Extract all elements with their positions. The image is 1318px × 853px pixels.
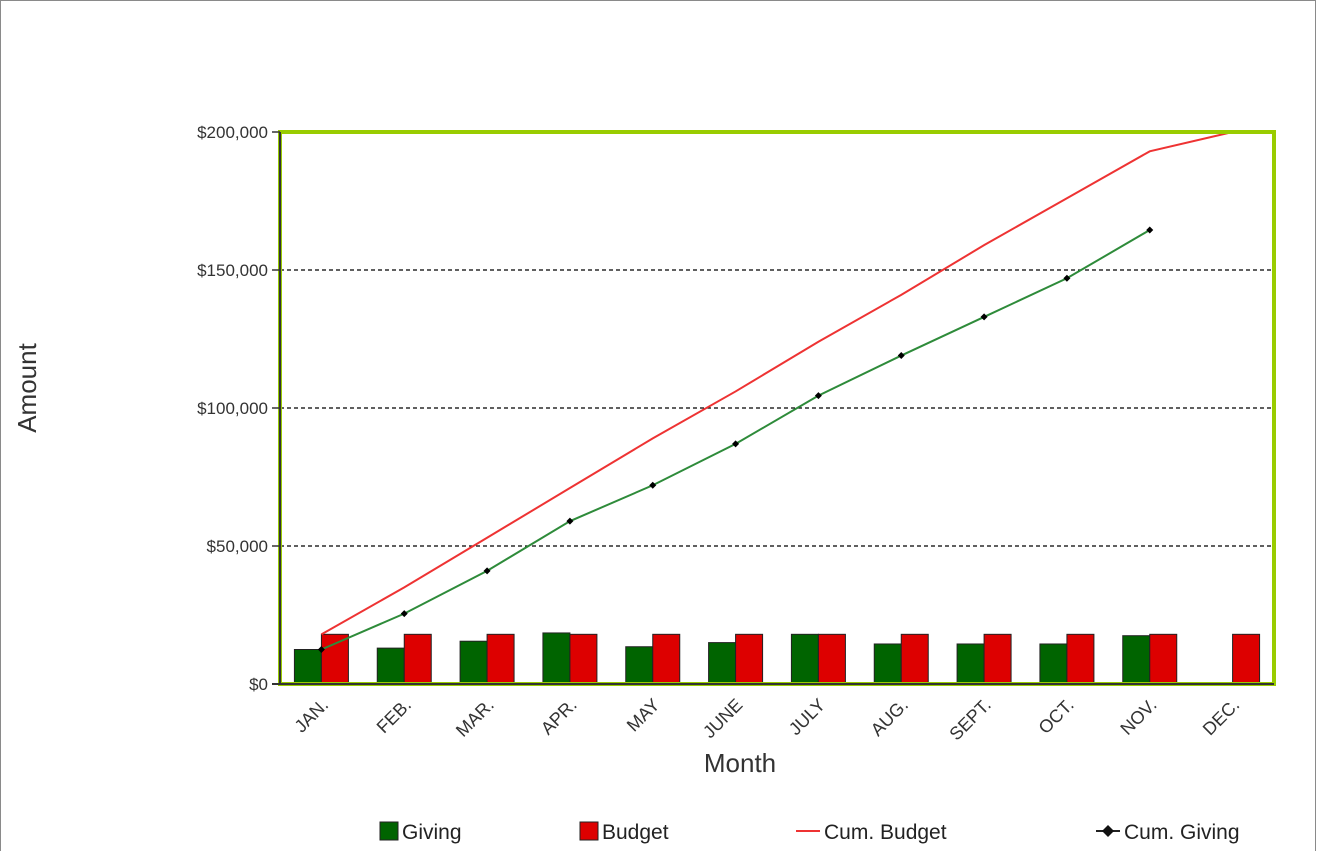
marker-cum-giving <box>897 352 905 360</box>
legend-swatch-budget <box>579 821 599 841</box>
lines <box>317 131 1233 653</box>
x-tick-label: JUNE <box>699 695 746 742</box>
bar-budget <box>403 633 432 685</box>
gridlines <box>280 269 1274 547</box>
x-tick-label: AUG. <box>867 695 912 740</box>
bars <box>293 632 1261 685</box>
marker-cum-giving <box>1063 274 1071 282</box>
marker-cum-giving <box>732 440 740 448</box>
bar-giving <box>708 642 737 685</box>
x-tick-label: OCT. <box>1035 695 1078 738</box>
x-tick-label: JAN. <box>291 695 333 737</box>
y-axis-title: Amount <box>12 342 42 432</box>
bar-giving <box>542 632 571 685</box>
x-tick-label: JULY <box>785 695 829 739</box>
legend-label-budget: Budget <box>602 821 669 844</box>
y-axis-ticks: $0 $50,000 $100,000 $150,000 $200,000 <box>197 123 280 694</box>
y-tick-label: $50,000 <box>207 537 268 556</box>
x-tick-label: FEB. <box>373 695 415 737</box>
line-cum-giving <box>321 229 1151 651</box>
x-tick-label: DEC. <box>1199 695 1244 740</box>
y-tick-label: $150,000 <box>197 261 268 280</box>
marker-cum-giving <box>814 392 822 400</box>
marker-cum-giving <box>317 646 325 653</box>
legend-label-cum-budget: Cum. Budget <box>824 821 947 844</box>
bar-budget <box>817 633 846 685</box>
y-tick-label: $100,000 <box>197 399 268 418</box>
x-axis-title: Month <box>704 748 776 778</box>
bar-budget <box>1149 633 1178 685</box>
legend: Giving Budget Cum. Budget Cum. Giving <box>379 821 1240 844</box>
bar-budget <box>486 633 515 685</box>
marker-cum-giving <box>1146 226 1154 234</box>
bar-budget <box>1066 633 1095 685</box>
bar-giving <box>1039 643 1068 685</box>
bar-budget <box>983 633 1012 685</box>
bar-giving <box>459 640 488 685</box>
x-tick-label: MAY <box>623 695 664 736</box>
legend-swatch-giving <box>379 821 399 841</box>
marker-cum-giving <box>980 313 988 321</box>
marker-cum-giving <box>483 567 491 575</box>
bar-budget <box>569 633 598 685</box>
bar-giving <box>293 649 322 685</box>
marker-cum-giving <box>400 610 408 618</box>
x-tick-label: SEPT. <box>945 695 995 745</box>
x-axis-ticks: JAN. FEB. MAR. APR. MAY JUNE JULY AUG. SEPT. OCT.… <box>291 695 1244 745</box>
bar-budget <box>900 633 929 685</box>
marker-cum-giving <box>566 517 574 525</box>
bar-budget <box>652 633 681 685</box>
y-tick-label: $200,000 <box>197 123 268 142</box>
x-tick-label: NOV. <box>1116 695 1160 739</box>
bar-giving <box>376 647 405 685</box>
x-tick-label: MAR. <box>452 695 498 741</box>
bar-giving <box>1122 635 1151 685</box>
legend-label-giving: Giving <box>402 821 462 844</box>
bar-giving <box>625 646 654 685</box>
bar-giving <box>790 633 819 685</box>
bar-budget <box>320 633 349 685</box>
legend-label-cum-giving: Cum. Giving <box>1124 821 1240 844</box>
bar-giving <box>873 643 902 685</box>
bar-budget <box>735 633 764 685</box>
legend-marker-cum-giving <box>1102 825 1114 837</box>
bar-giving <box>956 643 985 685</box>
bar-budget <box>1232 633 1261 685</box>
line-cum-budget <box>320 131 1233 636</box>
y-tick-label: $0 <box>249 675 268 694</box>
x-tick-label: APR. <box>537 695 581 739</box>
marker-cum-giving <box>649 481 657 489</box>
